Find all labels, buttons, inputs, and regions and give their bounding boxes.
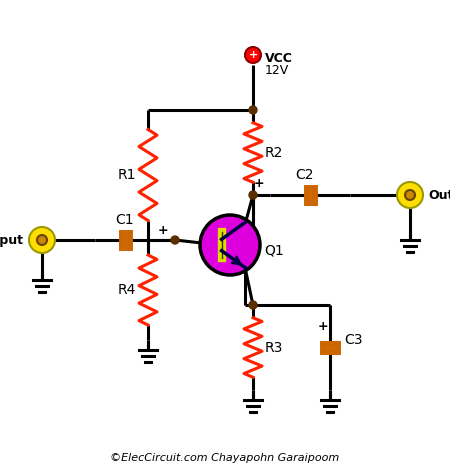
Text: Output: Output [428, 189, 450, 201]
Circle shape [249, 301, 257, 309]
Text: C3: C3 [344, 332, 363, 346]
Circle shape [245, 47, 261, 63]
Circle shape [397, 182, 423, 208]
Circle shape [171, 236, 179, 244]
Text: VCC: VCC [265, 52, 293, 64]
Circle shape [29, 227, 55, 253]
Circle shape [249, 191, 257, 199]
Text: Input: Input [0, 234, 24, 246]
Text: Q1: Q1 [264, 243, 284, 257]
Text: C2: C2 [296, 168, 314, 182]
Text: R1: R1 [117, 168, 136, 182]
Text: +: + [248, 50, 257, 60]
Text: R3: R3 [265, 340, 284, 355]
Text: C1: C1 [116, 213, 134, 227]
Text: 12V: 12V [265, 64, 289, 76]
Text: R4: R4 [117, 283, 136, 297]
Text: +: + [158, 224, 169, 237]
Circle shape [405, 190, 415, 200]
Text: +: + [253, 176, 264, 190]
Circle shape [249, 106, 257, 114]
Text: ©ElecCircuit.com Chayapohn Garaipoom: ©ElecCircuit.com Chayapohn Garaipoom [110, 453, 340, 463]
Text: +: + [317, 320, 328, 334]
Circle shape [37, 235, 47, 245]
Circle shape [200, 215, 260, 275]
Text: R2: R2 [265, 146, 284, 159]
